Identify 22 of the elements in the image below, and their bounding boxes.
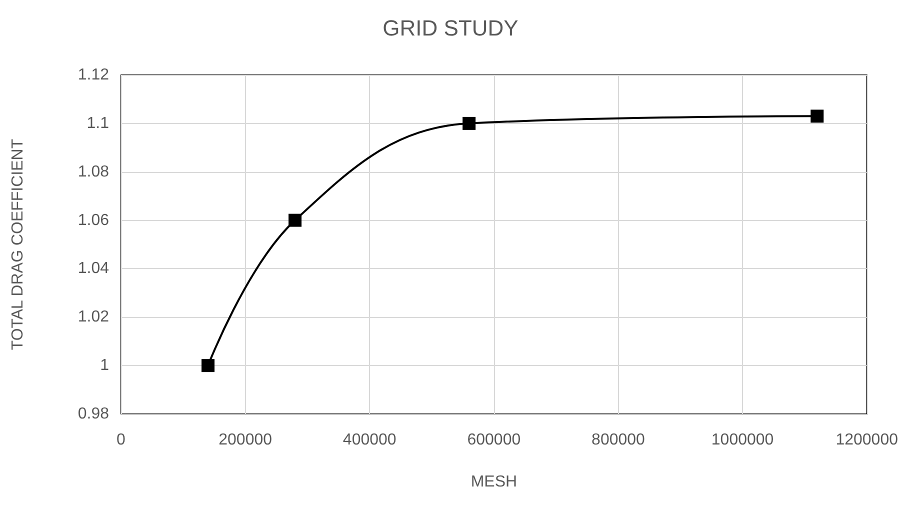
y-tick-label: 1	[100, 357, 110, 374]
y-tick-label: 1.04	[78, 260, 110, 278]
point	[810, 110, 824, 123]
x-tick-label: 200000	[218, 432, 272, 448]
x-tick-label: 0	[116, 432, 126, 448]
x-tick-label: 600000	[467, 432, 521, 448]
x-tick-label: 1000000	[711, 432, 774, 448]
point	[202, 359, 215, 372]
x-tick-label: 400000	[342, 432, 396, 448]
chart-title: GRID STUDY	[382, 16, 519, 40]
x-tick-label: 1200000	[836, 432, 898, 448]
y-tick-label: 1.08	[78, 163, 110, 180]
y-tick-label: 1.06	[78, 212, 110, 229]
y-tick-label: 1.02	[78, 308, 110, 326]
y-tick-label: 1.12	[78, 66, 110, 84]
x-axis-title: MESH	[470, 474, 518, 490]
y-tick-label: 1.1	[86, 114, 110, 132]
point	[462, 116, 476, 130]
y-tick-label: 0.98	[78, 406, 110, 422]
x-tick-label: 800000	[592, 432, 646, 448]
point	[288, 214, 302, 227]
y-axis-title: TOTAL DRAG COEFFICIENT	[10, 138, 26, 350]
